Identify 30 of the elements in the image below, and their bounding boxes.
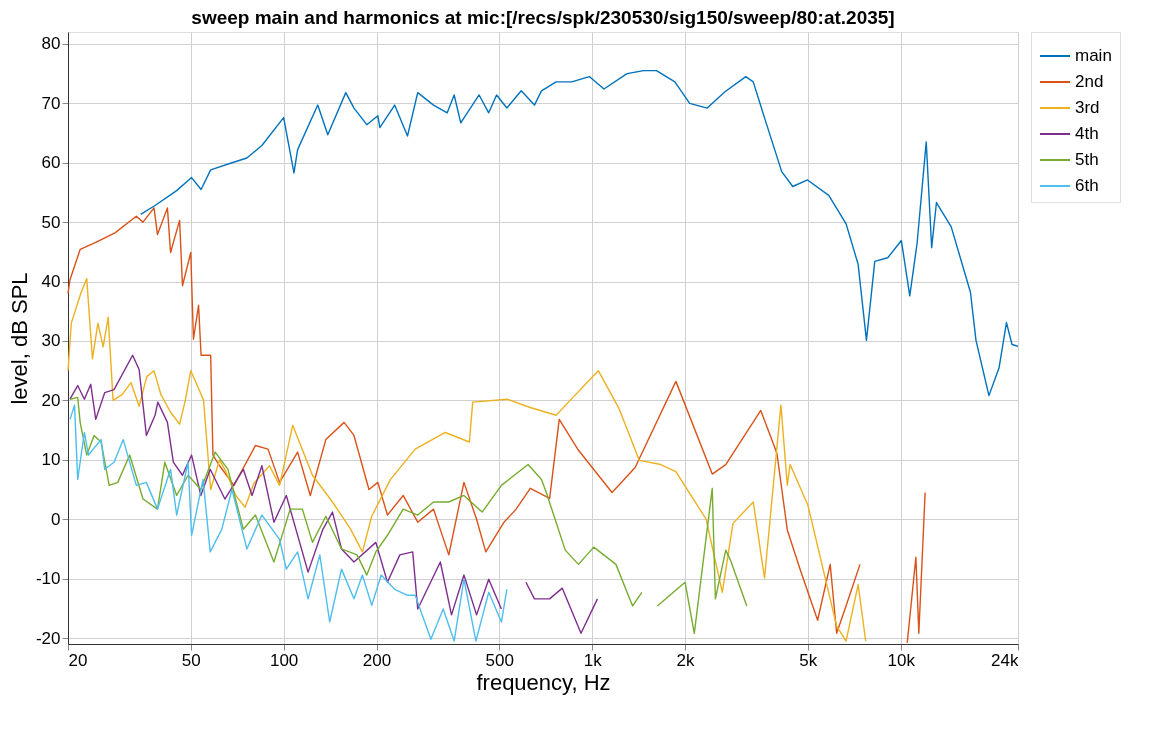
x-tick-label: 100 — [269, 650, 299, 670]
y-tick-label: 60 — [41, 153, 61, 173]
y-tick-label: 10 — [41, 450, 61, 470]
y-tick-label: 0 — [51, 509, 61, 529]
legend-label: 6th — [1075, 176, 1099, 195]
x-tick-label: 1k — [583, 650, 603, 670]
y-tick-label: -10 — [35, 569, 61, 589]
y-tick-label: -20 — [35, 628, 61, 648]
x-tick-label: 50 — [181, 650, 201, 670]
x-tick-label: 10k — [887, 650, 916, 670]
y-tick-label: 70 — [41, 93, 61, 113]
x-tick-label: 500 — [485, 650, 514, 670]
y-tick-label: 20 — [41, 390, 61, 410]
y-tick-label: 40 — [41, 272, 61, 292]
y-tick-label: 80 — [41, 34, 61, 54]
y-axis-title: level, dB SPL — [6, 272, 32, 405]
x-tick-label: 24k — [991, 650, 1019, 670]
legend-label: main — [1075, 46, 1112, 65]
y-tick-label: 30 — [41, 331, 61, 351]
legend-label: 3rd — [1075, 98, 1100, 117]
x-tick-label: 20 — [68, 650, 88, 670]
y-tick-label: 50 — [41, 212, 61, 232]
x-tick-label: 200 — [362, 650, 392, 670]
x-tick-label: 2k — [676, 650, 696, 670]
legend-label: 2nd — [1075, 72, 1104, 91]
legend-label: 5th — [1075, 150, 1099, 169]
chart-title: sweep main and harmonics at mic:[/recs/spk/230530/sig150/sweep/80:at.2035] — [191, 6, 895, 28]
x-tick-label: 5k — [799, 650, 818, 670]
legend-label: 4th — [1075, 124, 1099, 143]
x-axis-title: frequency, Hz — [476, 669, 611, 695]
